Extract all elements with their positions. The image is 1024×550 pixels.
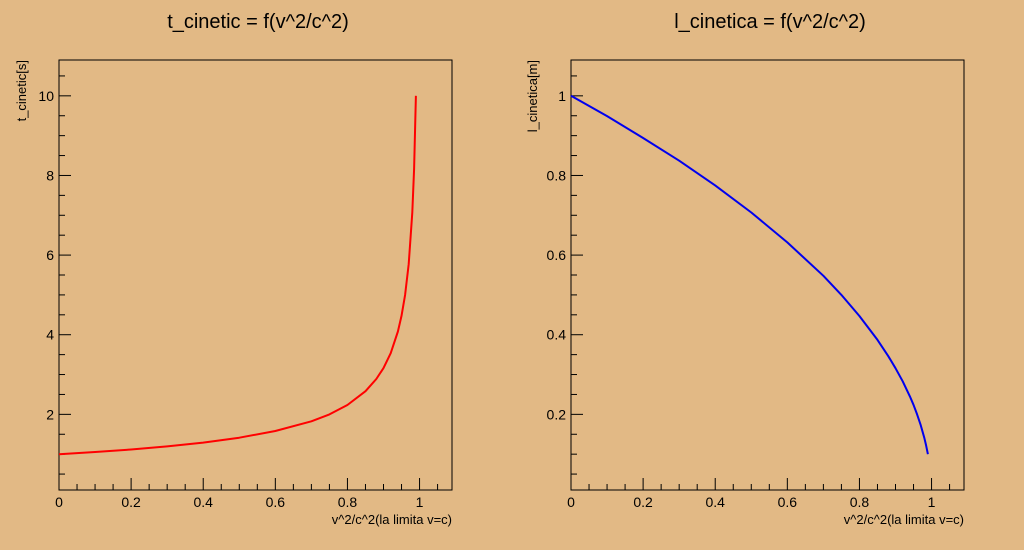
right-chart-x-tick-label: 0 [567, 494, 575, 510]
right-chart-y-tick-label: 0.8 [547, 167, 567, 183]
left-chart-x-tick-label: 0.6 [266, 494, 286, 510]
left-chart-x-tick-label: 0.2 [121, 494, 141, 510]
right-chart-x-axis-title: v^2/c^2(la limita v=c) [844, 512, 964, 527]
right-chart-tick-labels: 0 0.2 0.4 0.6 0.8 1 0.2 0.4 0.6 0.8 1 [547, 88, 936, 510]
right-chart-x-tick-label: 1 [928, 494, 936, 510]
left-chart: t_cinetic = f(v^2/c^2) 0 0.2 0.4 0.6 0.8 1 2 4 6… [14, 11, 453, 527]
right-chart-x-tick-label: 0.2 [633, 494, 653, 510]
left-chart-x-tick-label: 0 [55, 494, 63, 510]
right-chart-y-tick-label: 0.4 [547, 327, 567, 343]
left-chart-y-tick-label: 10 [38, 88, 54, 104]
right-chart-y-tick-label: 0.6 [547, 247, 567, 263]
right-chart-ticks [570, 75, 951, 490]
left-chart-title: t_cinetic = f(v^2/c^2) [167, 11, 349, 33]
left-chart-ticks [58, 75, 439, 490]
right-chart-x-tick-label: 0.4 [705, 494, 725, 510]
right-chart-frame [570, 59, 965, 491]
left-chart-y-tick-label: 8 [46, 167, 54, 183]
right-chart-series [570, 94, 929, 455]
left-chart-x-tick-label: 1 [416, 494, 424, 510]
left-chart-x-axis-title: v^2/c^2(la limita v=c) [332, 512, 452, 527]
left-chart-series [58, 95, 417, 456]
left-chart-tick-labels: 0 0.2 0.4 0.6 0.8 1 2 4 6 8 10 [38, 88, 423, 510]
right-chart-x-tick-label: 0.6 [778, 494, 798, 510]
right-chart-series-line [570, 94, 929, 455]
left-chart-y-tick-label: 2 [46, 406, 54, 422]
right-chart-y-axis-title: l_cinetica[m] [525, 60, 540, 132]
left-chart-series-line [58, 95, 417, 456]
left-chart-x-tick-label: 0.8 [338, 494, 358, 510]
right-chart-x-tick-label: 0.8 [850, 494, 870, 510]
right-chart: l_cinetica = f(v^2/c^2) 0 0.2 0.4 0.6 0.8 1 0.… [525, 11, 965, 527]
right-chart-title: l_cinetica = f(v^2/c^2) [674, 11, 866, 33]
right-chart-y-tick-label: 0.2 [547, 406, 567, 422]
left-chart-y-tick-label: 4 [46, 327, 54, 343]
left-chart-y-axis-title: t_cinetic[s] [14, 60, 29, 121]
left-chart-frame [58, 59, 453, 491]
left-chart-y-tick-label: 6 [46, 247, 54, 263]
left-chart-x-tick-label: 0.4 [193, 494, 213, 510]
right-chart-y-tick-label: 1 [558, 88, 566, 104]
